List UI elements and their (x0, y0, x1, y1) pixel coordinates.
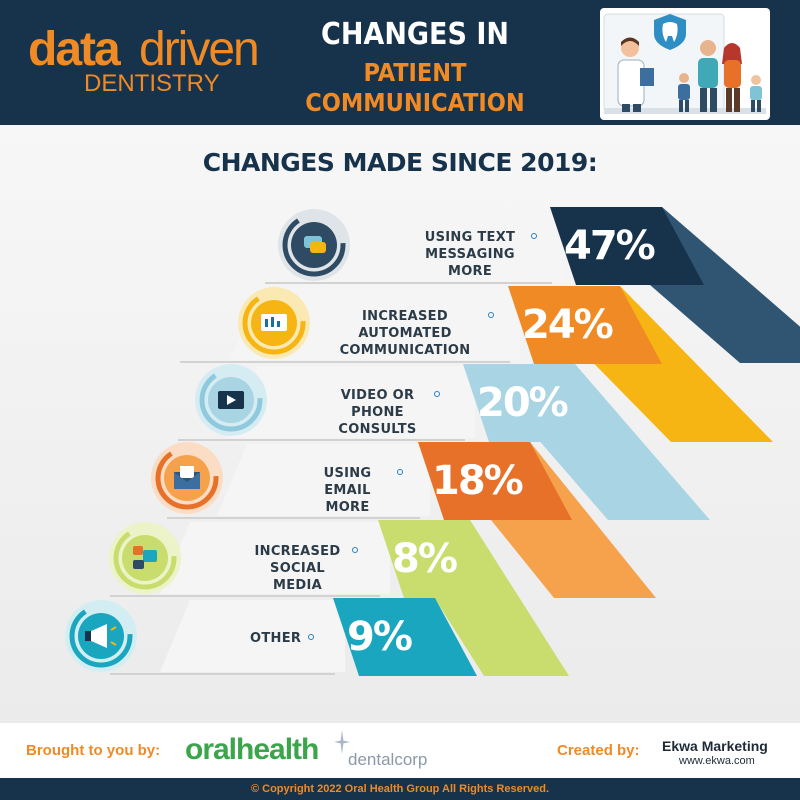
dentist-family-illustration (600, 8, 770, 120)
megaphone-body (89, 624, 107, 648)
bar-2 (508, 286, 662, 364)
social-media-icon (109, 522, 181, 594)
chart-title: CHANGES MADE SINCE 2019: (202, 148, 598, 177)
envelope-letter (180, 466, 194, 478)
icon-ring (155, 446, 219, 510)
megaphone-wave (110, 641, 117, 646)
category-label-line: COMMUNICATION (339, 343, 471, 358)
created-by-label: Created by: (557, 742, 640, 759)
creator-name: Ekwa Marketing (662, 738, 768, 754)
social-bubble (133, 560, 144, 569)
category-label: USING EMAIL MORE (307, 465, 388, 516)
icon-ring (242, 291, 306, 355)
category-label-line: USING (323, 466, 372, 481)
creator-url: www.ekwa.com (679, 755, 755, 767)
value-label: 47% (564, 223, 656, 269)
bar-6 (333, 598, 477, 676)
oralhealth-logo: oralhealth (185, 733, 319, 766)
row-band-3 (228, 366, 475, 438)
category-label-line: INCREASED (254, 544, 341, 559)
category-label-line: PHONE CONSULTS (338, 405, 417, 437)
category-label: OTHER (250, 630, 302, 647)
monitor-bar (277, 321, 280, 327)
category-label-line: VIDEO OR (340, 388, 415, 403)
bullet-dot (488, 312, 494, 318)
monitor-bar (265, 319, 268, 327)
logo-dentistry-text: DENTISTRY (84, 70, 220, 97)
icon-ring (113, 526, 177, 590)
bullet-dot (308, 634, 314, 640)
bar-4 (418, 442, 572, 520)
category-label: INCREASED SOCIAL MEDIA (250, 543, 345, 594)
category-label-line: SOCIAL MEDIA (270, 561, 325, 593)
value-label: 9% (347, 614, 413, 660)
page-title-line1: CHANGES IN (321, 17, 509, 52)
value-label: 20% (477, 380, 569, 426)
category-label: INCREASED AUTOMATED COMMUNICATION (320, 308, 490, 359)
monitor-bar (271, 317, 274, 327)
page-title-line3: COMMUNICATION (305, 88, 525, 117)
category-label-line: USING TEXT (424, 230, 516, 245)
icon-ring (282, 213, 346, 277)
row-band-1 (315, 209, 562, 281)
chat-bubbles-icon (278, 209, 350, 281)
bullet-dot (434, 391, 440, 397)
category-label-line: INCREASED AUTOMATED (358, 309, 452, 341)
brought-to-you-label: Brought to you by: (26, 742, 161, 759)
category-label: VIDEO OR PHONE CONSULTS (318, 387, 437, 438)
category-label-line: EMAIL MORE (324, 483, 371, 515)
monitor-chart-icon (238, 287, 310, 359)
chat-bubble-front (310, 242, 326, 253)
dentalcorp-logo: dentalcorp (348, 750, 428, 769)
megaphone-handle (85, 631, 91, 641)
row-band-5 (160, 522, 390, 594)
email-envelope-icon (151, 442, 223, 514)
dentalcorp-star-icon (334, 730, 350, 759)
play-triangle (227, 395, 236, 405)
bullet-dot (397, 469, 403, 475)
category-label-line: OTHER (250, 631, 302, 646)
social-bubble (143, 550, 157, 562)
copyright-text: © Copyright 2022 Oral Health Group All R… (250, 783, 550, 795)
page-title-line2: PATIENT (363, 58, 467, 87)
envelope-flap (174, 472, 200, 489)
row-band-6 (160, 600, 345, 672)
value-label: 24% (522, 302, 614, 348)
icon-ring (199, 368, 263, 432)
logo-driven-text: driven (139, 23, 260, 76)
row-band-4 (217, 444, 430, 516)
footer-band (0, 723, 800, 778)
video-play-icon (195, 364, 267, 436)
bar-5 (378, 520, 512, 598)
icon-ring (69, 604, 133, 668)
bar-1 (550, 207, 704, 285)
logo-data-text: data (28, 23, 121, 76)
social-bubble (133, 546, 143, 555)
megaphone-icon (65, 600, 137, 672)
value-label: 8% (392, 536, 458, 582)
megaphone-wave (110, 626, 117, 631)
bullet-dot (531, 233, 537, 239)
bar-3 (463, 364, 617, 442)
bullet-dot (352, 547, 358, 553)
value-label: 18% (432, 458, 524, 504)
illustration-graphic (603, 13, 766, 114)
copyright-bar (0, 778, 800, 800)
category-label-line: MESSAGING MORE (425, 247, 515, 279)
category-label: USING TEXT MESSAGING MORE (405, 229, 535, 280)
